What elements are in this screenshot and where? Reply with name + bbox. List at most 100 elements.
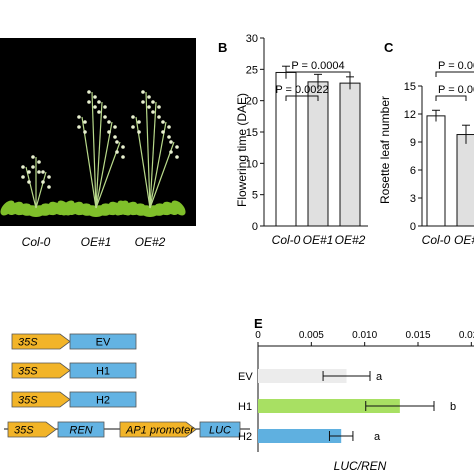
panel-letter-b: B	[218, 40, 227, 55]
y-tick-label: 10	[246, 158, 258, 170]
y-tick-label: 15	[404, 81, 416, 93]
y-category-label: H1	[238, 401, 252, 413]
flower-bud	[121, 145, 125, 149]
flower-bud	[77, 115, 81, 119]
x-tick-label: OE#	[454, 233, 474, 247]
flower-bud	[83, 130, 87, 134]
flower-stem	[145, 91, 151, 209]
flower-bud	[83, 120, 87, 124]
promoter-arrow	[11, 333, 71, 350]
flower-bud	[47, 175, 51, 179]
panel-b-chart: B Flowering time (DAE) 0 5 10 15 20 25 30 P = …	[218, 33, 368, 247]
x-tick-label: Col-0	[422, 233, 451, 247]
flower-stem	[149, 101, 157, 209]
flower-bud	[141, 100, 145, 104]
flower-bud	[31, 165, 35, 169]
flower-bud	[121, 155, 125, 159]
p-value-label: P = 0.00	[438, 60, 474, 72]
significance-bracket	[435, 71, 474, 77]
flower-bud	[113, 125, 117, 129]
flower-bud	[93, 105, 97, 109]
y-tick-label: 12	[404, 109, 416, 121]
ylabel-rosette-leaf-number: Rosette leaf number	[378, 96, 392, 204]
y-tick-label: 5	[252, 190, 258, 202]
flower-stem	[25, 166, 37, 209]
flower-bud	[167, 125, 171, 129]
gene-label: H2	[96, 395, 110, 407]
flower-bud	[157, 115, 161, 119]
flower-bud	[37, 170, 41, 174]
promoter-arrow	[11, 362, 71, 379]
bar	[456, 134, 474, 227]
rosette-leaf	[121, 201, 138, 216]
genotype-label-oe2: OE#2	[135, 235, 166, 249]
flower-bud	[107, 130, 111, 134]
y-tick-label: 25	[246, 64, 258, 76]
significance-letter: a	[374, 431, 381, 443]
gene-label: REN	[69, 425, 92, 437]
rosette-leaf	[67, 201, 84, 216]
rosette-leaf	[60, 200, 75, 216]
flower-bud	[161, 130, 165, 134]
gene-box	[199, 421, 241, 438]
plants-illustration	[0, 90, 186, 217]
flower-bud	[151, 110, 155, 114]
rosette-leaf	[0, 200, 15, 216]
flower-stem	[95, 121, 113, 209]
bar	[258, 399, 400, 413]
flower-bud	[175, 145, 179, 149]
x-tick-label: 0.020	[459, 330, 474, 341]
gene-label: EV	[96, 337, 111, 349]
flower-bud	[147, 105, 151, 109]
flower-bud	[113, 135, 117, 139]
flower-bud	[175, 155, 179, 159]
p-value-label: P = 0.0004	[291, 60, 344, 72]
y-tick-label: 30	[246, 33, 258, 45]
flower-bud	[27, 170, 31, 174]
flower-bud	[115, 150, 119, 154]
promoter-label: 35S	[18, 395, 38, 407]
gene-box	[69, 362, 137, 379]
significance-bracket	[285, 71, 351, 77]
gene-label: H1	[96, 366, 110, 378]
rosette-leaf	[162, 201, 179, 216]
panel-letter-e: E	[254, 316, 263, 331]
flower-bud	[31, 155, 35, 159]
significance-letter: a	[376, 371, 383, 383]
y-tick-label: 0	[410, 221, 416, 233]
flower-bud	[115, 140, 119, 144]
x-tick-label: 0.010	[352, 330, 377, 341]
flower-bud	[131, 125, 135, 129]
x-tick-label: OE#2	[335, 233, 366, 247]
x-tick-label: 0.015	[405, 330, 430, 341]
flower-bud	[137, 130, 141, 134]
flower-bud	[103, 105, 107, 109]
flower-bud	[169, 140, 173, 144]
significance-bracket	[285, 95, 319, 101]
ylabel-flowering-time: Flowering time (DAE)	[235, 93, 249, 207]
gene-label: LUC	[209, 425, 231, 437]
panel-a-photo: Col-0 OE#1 OE#2	[0, 38, 196, 249]
bar	[307, 81, 329, 227]
flower-bud	[47, 185, 51, 189]
bar	[426, 115, 446, 227]
panel-c-chart: C Rosette leaf number 0 3 6 9 12 15 P = 0.00 P…	[378, 40, 474, 247]
y-tick-label: 20	[246, 96, 258, 108]
promoter-arrow	[7, 421, 57, 438]
flower-stem	[35, 171, 47, 209]
x-tick-label: 0.005	[299, 330, 324, 341]
promoter-label: 35S	[14, 425, 34, 437]
flower-bud	[87, 90, 91, 94]
y-tick-label: 0	[252, 221, 258, 233]
panel-d-constructs: 35S EV 35S H1 35S H2 35S REN AP1 promoter LUC	[4, 333, 250, 438]
flower-bud	[41, 170, 45, 174]
rosette-leaf	[171, 200, 186, 216]
promoter-label: 35S	[18, 366, 38, 378]
bar	[339, 82, 361, 227]
genotype-label-col0: Col-0	[22, 235, 51, 249]
flower-bud	[27, 180, 31, 184]
y-category-label: EV	[238, 371, 253, 383]
rosette-leaf	[7, 201, 24, 216]
flower-bud	[169, 150, 173, 154]
flower-bud	[37, 160, 41, 164]
